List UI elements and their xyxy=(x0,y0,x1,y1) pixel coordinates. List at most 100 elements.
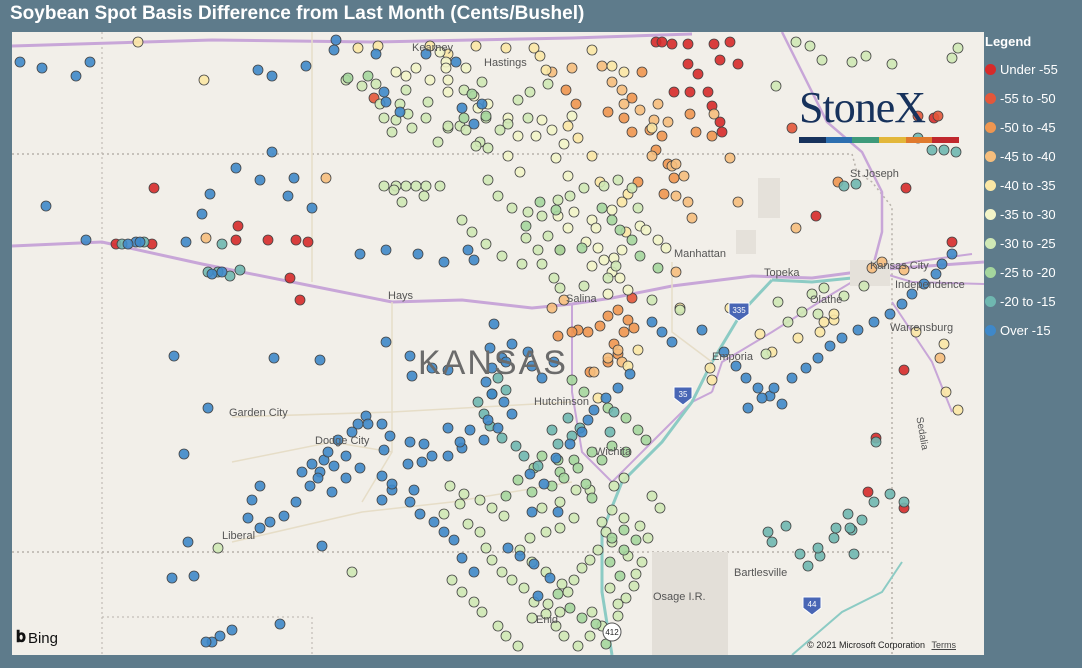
basis-location-marker[interactable] xyxy=(362,418,374,430)
basis-location-marker[interactable] xyxy=(600,392,612,404)
basis-location-marker[interactable] xyxy=(474,494,486,506)
basis-location-marker[interactable] xyxy=(476,76,488,88)
basis-location-marker[interactable] xyxy=(572,462,584,474)
basis-location-marker[interactable] xyxy=(918,278,930,290)
basis-location-marker[interactable] xyxy=(586,44,598,56)
basis-location-marker[interactable] xyxy=(470,140,482,152)
basis-location-marker[interactable] xyxy=(602,310,614,322)
basis-location-marker[interactable] xyxy=(540,526,552,538)
basis-location-marker[interactable] xyxy=(474,526,486,538)
basis-location-marker[interactable] xyxy=(930,268,942,280)
basis-location-marker[interactable] xyxy=(200,232,212,244)
basis-location-marker[interactable] xyxy=(426,362,438,374)
basis-location-marker[interactable] xyxy=(502,150,514,162)
basis-location-marker[interactable] xyxy=(708,108,720,120)
basis-location-marker[interactable] xyxy=(268,352,280,364)
basis-location-marker[interactable] xyxy=(554,496,566,508)
basis-location-marker[interactable] xyxy=(394,106,406,118)
basis-location-marker[interactable] xyxy=(468,596,480,608)
basis-location-marker[interactable] xyxy=(532,460,544,472)
basis-location-marker[interactable] xyxy=(606,60,618,72)
basis-location-marker[interactable] xyxy=(524,532,536,544)
basis-location-marker[interactable] xyxy=(852,324,864,336)
basis-location-marker[interactable] xyxy=(400,70,412,82)
basis-location-marker[interactable] xyxy=(496,566,508,578)
basis-location-marker[interactable] xyxy=(168,350,180,362)
basis-location-marker[interactable] xyxy=(682,58,694,70)
basis-location-marker[interactable] xyxy=(636,556,648,568)
basis-location-marker[interactable] xyxy=(332,434,344,446)
basis-location-marker[interactable] xyxy=(362,70,374,82)
basis-location-marker[interactable] xyxy=(856,514,868,526)
basis-location-marker[interactable] xyxy=(342,72,354,84)
basis-location-marker[interactable] xyxy=(566,374,578,386)
basis-location-marker[interactable] xyxy=(442,74,454,86)
basis-location-marker[interactable] xyxy=(468,254,480,266)
basis-location-marker[interactable] xyxy=(626,234,638,246)
basis-location-marker[interactable] xyxy=(484,342,496,354)
basis-location-marker[interactable] xyxy=(438,256,450,268)
basis-location-marker[interactable] xyxy=(590,222,602,234)
basis-location-marker[interactable] xyxy=(326,486,338,498)
basis-location-marker[interactable] xyxy=(198,74,210,86)
basis-location-marker[interactable] xyxy=(806,288,818,300)
basis-location-marker[interactable] xyxy=(420,112,432,124)
basis-location-marker[interactable] xyxy=(612,304,624,316)
basis-location-marker[interactable] xyxy=(578,386,590,398)
basis-location-marker[interactable] xyxy=(584,630,596,642)
basis-location-marker[interactable] xyxy=(596,60,608,72)
basis-location-marker[interactable] xyxy=(768,382,780,394)
basis-location-marker[interactable] xyxy=(554,244,566,256)
basis-location-marker[interactable] xyxy=(380,96,392,108)
basis-location-marker[interactable] xyxy=(432,136,444,148)
basis-location-marker[interactable] xyxy=(950,146,962,158)
basis-location-marker[interactable] xyxy=(770,80,782,92)
basis-location-marker[interactable] xyxy=(742,402,754,414)
basis-location-marker[interactable] xyxy=(518,582,530,594)
basis-location-marker[interactable] xyxy=(450,56,462,68)
basis-location-marker[interactable] xyxy=(566,62,578,74)
basis-location-marker[interactable] xyxy=(612,610,624,622)
basis-location-marker[interactable] xyxy=(812,308,824,320)
basis-location-marker[interactable] xyxy=(466,226,478,238)
basis-location-marker[interactable] xyxy=(572,640,584,652)
legend-item[interactable]: -35 to -30 xyxy=(985,200,1082,229)
basis-location-marker[interactable] xyxy=(482,142,494,154)
basis-location-marker[interactable] xyxy=(780,520,792,532)
basis-location-marker[interactable] xyxy=(418,438,430,450)
basis-location-marker[interactable] xyxy=(370,48,382,60)
basis-location-marker[interactable] xyxy=(666,336,678,348)
basis-location-marker[interactable] xyxy=(606,204,618,216)
basis-location-marker[interactable] xyxy=(896,298,908,310)
basis-location-marker[interactable] xyxy=(456,586,468,598)
basis-location-marker[interactable] xyxy=(842,508,854,520)
basis-location-marker[interactable] xyxy=(514,550,526,562)
basis-location-marker[interactable] xyxy=(682,196,694,208)
basis-location-marker[interactable] xyxy=(596,516,608,528)
basis-location-marker[interactable] xyxy=(428,516,440,528)
basis-location-marker[interactable] xyxy=(526,612,538,624)
basis-location-marker[interactable] xyxy=(406,370,418,382)
basis-location-marker[interactable] xyxy=(70,70,82,82)
basis-location-marker[interactable] xyxy=(288,172,300,184)
basis-location-marker[interactable] xyxy=(520,232,532,244)
basis-location-marker[interactable] xyxy=(668,172,680,184)
basis-location-marker[interactable] xyxy=(618,98,630,110)
basis-location-marker[interactable] xyxy=(936,258,948,270)
basis-location-marker[interactable] xyxy=(448,534,460,546)
basis-location-marker[interactable] xyxy=(278,510,290,522)
basis-location-marker[interactable] xyxy=(122,238,134,250)
basis-location-marker[interactable] xyxy=(36,62,48,74)
terms-link[interactable]: Terms xyxy=(931,640,957,650)
basis-location-marker[interactable] xyxy=(586,492,598,504)
basis-location-marker[interactable] xyxy=(552,506,564,518)
basis-location-marker[interactable] xyxy=(534,50,546,62)
basis-location-marker[interactable] xyxy=(582,326,594,338)
basis-location-marker[interactable] xyxy=(618,524,630,536)
basis-location-marker[interactable] xyxy=(776,398,788,410)
basis-location-marker[interactable] xyxy=(500,356,512,368)
basis-location-marker[interactable] xyxy=(246,494,258,506)
basis-location-marker[interactable] xyxy=(520,220,532,232)
basis-location-marker[interactable] xyxy=(536,372,548,384)
basis-location-marker[interactable] xyxy=(618,472,630,484)
